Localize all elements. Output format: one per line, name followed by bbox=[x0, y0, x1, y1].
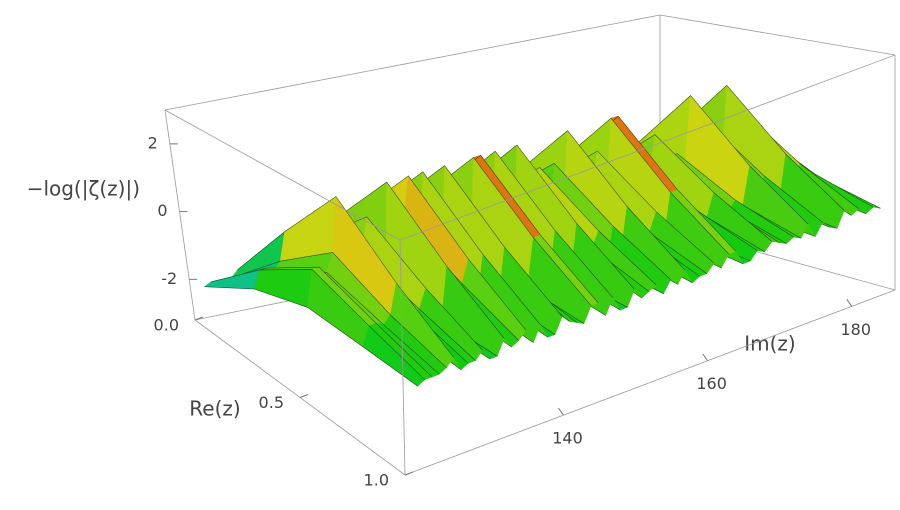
x-tick bbox=[194, 316, 204, 321]
box-edge bbox=[164, 14, 661, 111]
mesh-line bbox=[204, 286, 418, 387]
y-tick-label: 140 bbox=[552, 429, 583, 448]
y-tick-label: 160 bbox=[696, 374, 727, 393]
z-tick-label: 2 bbox=[148, 133, 158, 152]
box-edge bbox=[399, 239, 406, 476]
mesh-line bbox=[237, 196, 454, 358]
y-tick bbox=[558, 407, 564, 416]
x-tick bbox=[404, 471, 414, 476]
x-tick-label: 1.0 bbox=[364, 471, 389, 490]
x-axis-label: Re(z) bbox=[189, 397, 240, 421]
y-tick bbox=[702, 353, 709, 362]
mesh-line bbox=[210, 268, 426, 380]
box-edge bbox=[404, 289, 896, 476]
y-tick bbox=[846, 299, 853, 307]
y-tick-label: 180 bbox=[840, 320, 871, 339]
z-axis-label: −log(|ζ(z)|) bbox=[27, 177, 140, 201]
mesh-line bbox=[231, 252, 447, 368]
z-tick-label: 0 bbox=[157, 201, 167, 220]
box-edge bbox=[164, 109, 401, 241]
z-tick-label: -2 bbox=[161, 269, 177, 288]
x-tick-label: 0.5 bbox=[259, 393, 284, 412]
box-edge bbox=[164, 109, 196, 321]
surface-patch bbox=[203, 269, 260, 290]
x-tick bbox=[299, 394, 309, 398]
box-edge bbox=[399, 54, 896, 241]
box-edge bbox=[659, 14, 896, 56]
x-tick-label: 0.0 bbox=[154, 316, 179, 335]
y-axis-label: Im(z) bbox=[744, 332, 795, 356]
